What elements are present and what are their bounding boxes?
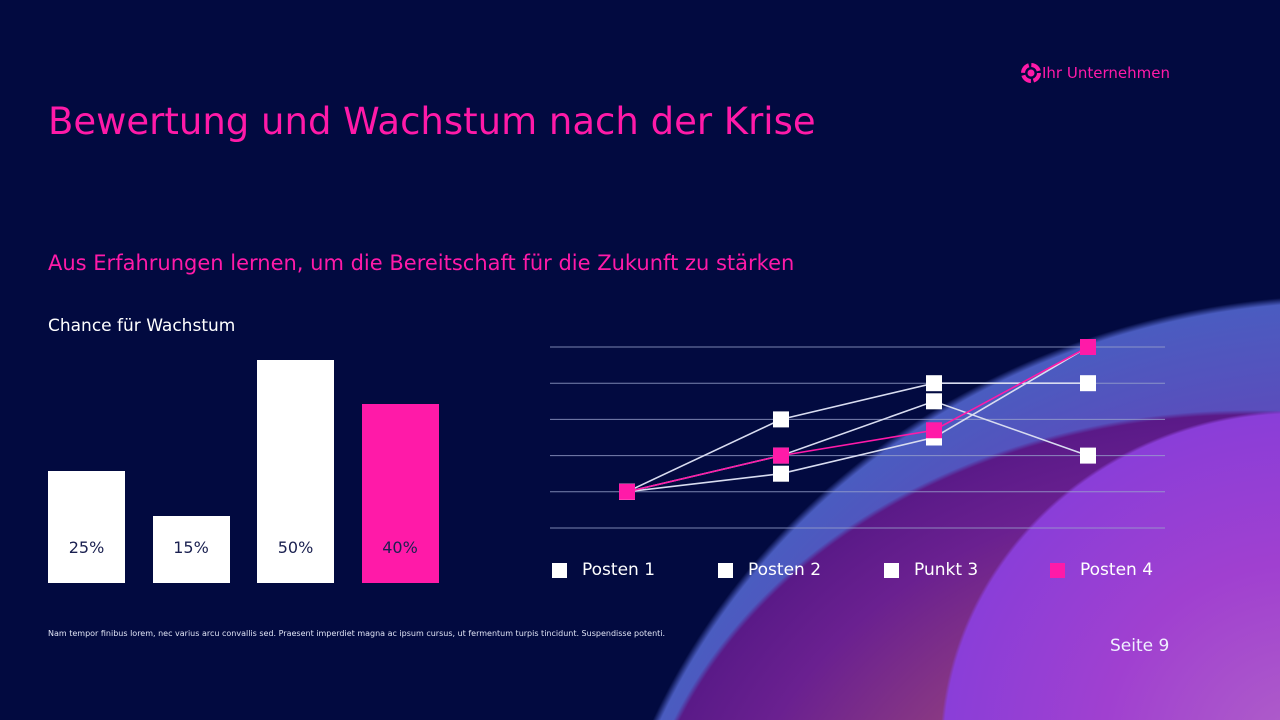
- series-line: [626, 346, 1089, 493]
- data-point: [926, 422, 942, 439]
- bar-chart-title: Chance für Wachstum: [48, 316, 236, 336]
- legend-item: Posten 4: [1050, 560, 1216, 580]
- legend-label: Posten 2: [748, 560, 822, 580]
- data-point: [773, 447, 789, 464]
- page-title: Bewertung und Wachstum nach der Krise: [48, 100, 816, 143]
- bar-data-label: 40%: [382, 538, 418, 557]
- brand-name: Ihr Unternehmen: [1042, 64, 1170, 82]
- bar: 25%: [48, 471, 125, 583]
- data-point: [773, 411, 789, 428]
- data-point: [1080, 375, 1096, 392]
- legend-item: Punkt 3: [884, 560, 1050, 580]
- legend-item: Posten 1: [552, 560, 718, 580]
- bar-data-label: 15%: [173, 538, 209, 557]
- legend-swatch: [718, 562, 733, 578]
- legend-swatch: [1050, 562, 1065, 578]
- line-chart-legend: Posten 1 Posten 2 Punkt 3 Posten 4: [552, 560, 1216, 580]
- data-point: [926, 375, 942, 392]
- bar-data-label: 25%: [68, 538, 105, 557]
- target-icon: [1021, 63, 1041, 83]
- data-point: [773, 465, 789, 482]
- legend-swatch: [552, 562, 567, 578]
- data-point: [1080, 447, 1096, 464]
- bar: 40%: [361, 404, 439, 583]
- footer-text: Nam tempor finibus lorem, nec varius arc…: [48, 629, 666, 638]
- legend-item: Posten 2: [718, 560, 884, 580]
- series-line: [626, 382, 1088, 493]
- legend-label: Punkt 3: [914, 560, 979, 580]
- legend-label: Posten 1: [582, 560, 656, 580]
- data-point: [1080, 339, 1096, 355]
- series-line: [626, 400, 1089, 493]
- legend-label: Posten 4: [1080, 560, 1154, 580]
- data-point: [619, 483, 635, 500]
- bar: 15%: [152, 516, 230, 583]
- data-point: [926, 393, 942, 410]
- bar-data-label: 50%: [277, 538, 314, 557]
- page-subtitle: Aus Erfahrungen lernen, um die Bereitsch…: [48, 251, 795, 275]
- brand-logo: Ihr Unternehmen: [1020, 62, 1170, 84]
- series-line: [626, 346, 1089, 493]
- bar: 50%: [257, 359, 334, 583]
- legend-swatch: [884, 562, 899, 578]
- page-number: Seite 9: [1110, 636, 1170, 656]
